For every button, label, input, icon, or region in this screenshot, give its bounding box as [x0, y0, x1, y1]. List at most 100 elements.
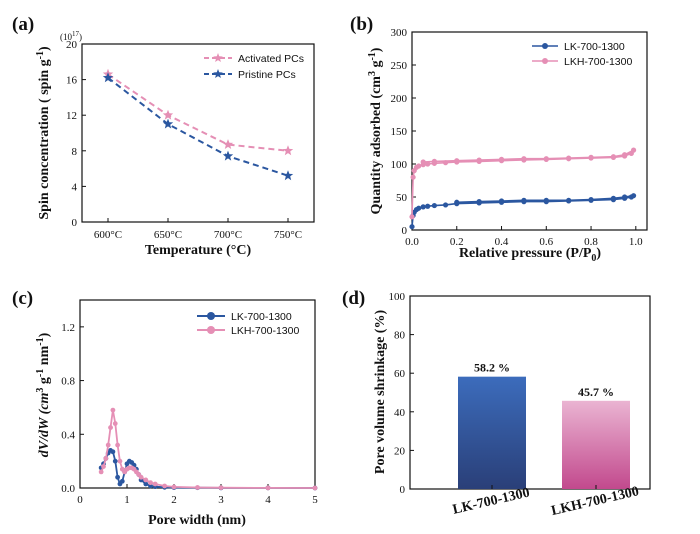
x-tick-label: 0	[77, 494, 83, 506]
data-point	[312, 485, 318, 491]
data-point	[588, 197, 594, 203]
legend-entry: LKH-700-1300	[564, 56, 632, 68]
y-tick-label: 150	[391, 126, 408, 138]
y-tick-label: 60	[394, 368, 406, 380]
bar	[562, 400, 630, 489]
bar	[458, 376, 526, 489]
data-point	[476, 199, 482, 205]
data-point	[148, 480, 153, 486]
y-tick-label: 200	[391, 93, 408, 105]
y-axis-label-c: dV/dW (cm3 g-1 nm-1)	[35, 332, 52, 457]
y-ticks-b: 0 50 100 150 200 250 300	[391, 27, 416, 237]
data-point	[454, 158, 460, 164]
data-point	[442, 160, 449, 166]
y-tick-label: 8	[72, 146, 78, 158]
data-point	[566, 197, 572, 203]
data-point	[622, 194, 628, 200]
legend-b: LK-700-1300 LKH-700-1300	[532, 41, 632, 68]
data-point	[117, 458, 123, 464]
y-axis-label-b: Quantity adsorbed (cm3 g-1)	[367, 47, 384, 214]
panel-label-c: (c)	[12, 288, 33, 309]
y-tick-label: 0.4	[61, 429, 75, 441]
data-point	[476, 157, 482, 163]
panel-label-a: (a)	[12, 14, 34, 35]
data-point	[425, 203, 431, 209]
legend-marker	[207, 326, 215, 334]
data-point	[521, 197, 527, 203]
data-point	[103, 456, 109, 461]
y-axis-label-d: Pore volume shrinkage (%)	[373, 310, 388, 475]
y-tick-label: 4	[72, 181, 78, 193]
y-tick-label: 40	[394, 407, 406, 419]
data-point	[416, 163, 422, 169]
data-point	[630, 147, 637, 153]
data-point	[425, 161, 431, 167]
x-tick-label: 0.2	[450, 236, 464, 248]
panel-label-d: (d)	[342, 288, 365, 309]
y-ticks-a: 0 4 8 12 16 20	[66, 39, 86, 229]
x-tick-label: 1.0	[629, 236, 643, 248]
data-point	[588, 154, 594, 160]
data-point	[630, 193, 637, 199]
data-point	[622, 152, 628, 158]
data-point	[431, 202, 437, 209]
y-tick-label: 100	[389, 291, 406, 303]
data-point	[566, 155, 572, 161]
legend-entry: LK-700-1300	[564, 41, 625, 53]
y-tick-label: 20	[394, 445, 406, 457]
data-point	[162, 109, 174, 120]
data-label: 58.2 %	[474, 361, 510, 375]
data-point	[409, 214, 415, 220]
y-tick-label: 100	[391, 159, 408, 171]
data-point	[498, 198, 505, 204]
x-tick-label: 600°C	[94, 229, 122, 241]
plot-frame-a	[81, 43, 315, 223]
x-tick-label: 700°C	[214, 229, 242, 241]
data-point	[282, 145, 294, 156]
data-point	[143, 481, 149, 487]
y-tick-label: 80	[394, 330, 406, 342]
legend-marker	[542, 58, 548, 64]
data-point	[543, 156, 549, 162]
series-a	[102, 68, 294, 181]
x-tick-label: 5	[312, 494, 318, 506]
data-point	[138, 474, 144, 480]
data-point	[119, 478, 125, 484]
data-point	[442, 202, 449, 208]
legend-a: Activated PCs Pristine PCs	[204, 53, 304, 81]
x-tick-label: 650°C	[154, 229, 182, 241]
data-point	[498, 156, 505, 162]
data-point	[416, 205, 422, 211]
data-point	[115, 442, 120, 448]
data-point	[115, 474, 120, 480]
y-tick-label: 20	[66, 39, 78, 51]
legend-marker	[213, 53, 223, 62]
data-point	[143, 477, 149, 483]
data-point	[112, 421, 118, 426]
data-point	[112, 458, 118, 464]
y-tick-label: 300	[391, 27, 408, 39]
data-point	[148, 483, 153, 489]
data-point	[171, 484, 177, 490]
x-axis-label-c: Pore width (nm)	[148, 513, 246, 528]
x-tick-label: 1	[124, 494, 130, 506]
data-point	[162, 483, 168, 489]
x-tick-label: 0.4	[495, 236, 509, 248]
panel-a: (a) (1017) 0 4 8 12 16 20 600°C 650°C 700°C 750°…	[12, 14, 315, 258]
x-tick-label: 0.6	[539, 236, 553, 248]
data-point	[110, 449, 116, 455]
data-point	[420, 204, 426, 210]
data-point	[410, 174, 416, 180]
data-point	[152, 481, 158, 487]
x-axis-label-b: Relative pressure (P/P0)	[459, 246, 601, 264]
y-tick-label: 0	[402, 225, 408, 237]
data-point	[101, 464, 106, 469]
y-tick-label: 0	[400, 484, 406, 496]
x-tick-label: 2	[171, 494, 177, 506]
y-tick-label: 0.0	[61, 483, 75, 495]
y-tick-label: 1.2	[61, 322, 75, 334]
x-axis-label-a: Temperature (°C)	[145, 243, 252, 258]
panel-b: (b) 0 50 100 150 200 250 300 0.0 0.2 0.4 0.6 0.8 1.…	[350, 14, 648, 264]
x-tick-label: 4	[265, 494, 271, 506]
data-label: 45.7 %	[578, 385, 614, 399]
